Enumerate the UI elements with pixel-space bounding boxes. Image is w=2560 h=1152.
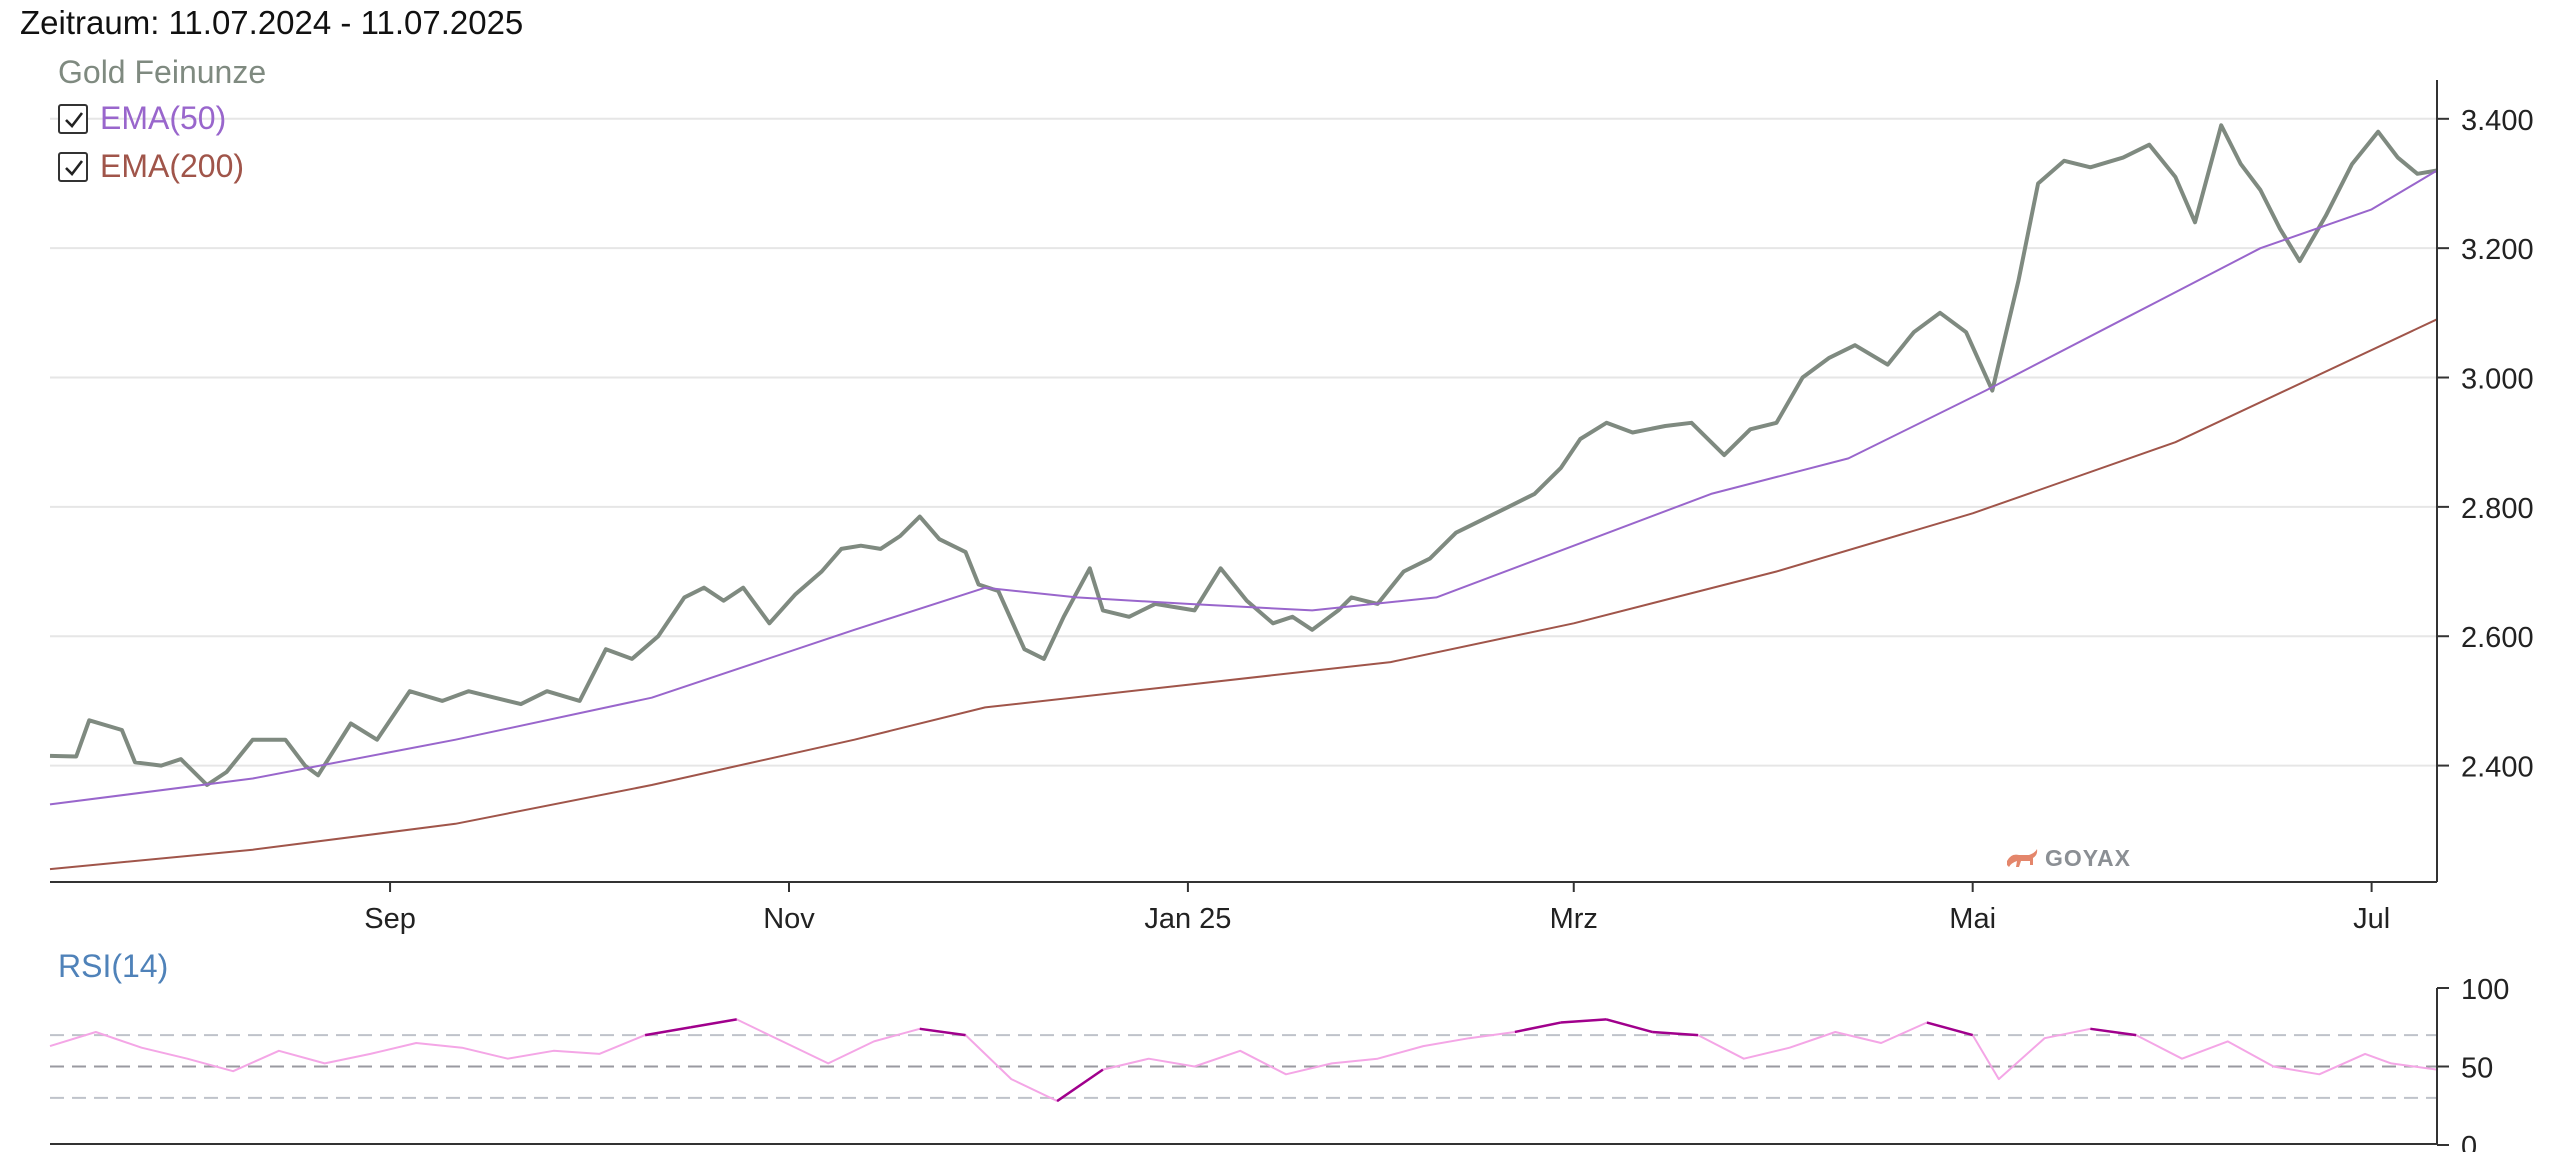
series-line-0 bbox=[49, 123, 2438, 787]
rsi-extreme-segment bbox=[1606, 1018, 1653, 1034]
rsi-line bbox=[49, 1018, 2438, 1102]
ema200-label: EMA(200) bbox=[100, 148, 245, 184]
goyax-watermark: GOYAX bbox=[2005, 845, 2131, 872]
check-icon bbox=[65, 111, 84, 128]
ema50-label: EMA(50) bbox=[100, 100, 227, 136]
x-tick-label: Mai bbox=[1949, 903, 1996, 935]
y-tick-label: 2.400 bbox=[2461, 752, 2534, 784]
series-name-label: Gold Feinunze bbox=[58, 54, 267, 90]
x-tick-label: Jan 25 bbox=[1144, 903, 1231, 935]
x-tick-label: Jul bbox=[2353, 903, 2390, 935]
rsi-y-tick-label: 100 bbox=[2461, 974, 2509, 1006]
y-tick-label: 3.200 bbox=[2461, 234, 2534, 266]
series-line-2 bbox=[49, 318, 2438, 871]
rsi-extreme-segment bbox=[919, 1027, 966, 1037]
rsi-extreme-segment bbox=[2090, 1027, 2137, 1037]
rsi-y-tick-label: 0 bbox=[2461, 1131, 2477, 1152]
x-tick-label: Nov bbox=[763, 903, 815, 935]
y-tick-label: 2.800 bbox=[2461, 493, 2534, 525]
rsi-extreme-segment bbox=[1926, 1021, 1974, 1037]
rsi-axes: 0 50 100 bbox=[50, 974, 2509, 1152]
rsi-y-tick-label: 50 bbox=[2461, 1053, 2493, 1085]
main-axes: 2.400 2.600 2.800 3.000 3.200 3.400 Sep Nov Jan … bbox=[50, 80, 2534, 935]
rsi-series bbox=[49, 1018, 2438, 1103]
check-icon bbox=[65, 159, 84, 176]
rsi-extreme-segment bbox=[1514, 1021, 1561, 1034]
rsi-extreme-segment bbox=[690, 1018, 737, 1029]
x-tick-label: Mrz bbox=[1550, 903, 1598, 935]
timerange-label: Zeitraum: 11.07.2024 - 11.07.2025 bbox=[20, 4, 524, 41]
rsi-extreme-segment bbox=[644, 1026, 692, 1037]
rsi-extreme-segment bbox=[1652, 1030, 1699, 1037]
x-tick-label: Sep bbox=[364, 903, 416, 935]
y-tick-label: 3.000 bbox=[2461, 364, 2534, 396]
series-line-1 bbox=[49, 169, 2438, 806]
ema50-checkbox[interactable] bbox=[58, 103, 88, 134]
ema200-checkbox[interactable] bbox=[58, 151, 88, 182]
main-grid bbox=[50, 117, 2437, 767]
brand-label: GOYAX bbox=[2045, 845, 2131, 871]
main-series bbox=[49, 123, 2438, 871]
legend-item-ema50[interactable]: EMA(50) bbox=[58, 100, 226, 137]
rsi-extreme-segment bbox=[1560, 1018, 1607, 1024]
rsi-extreme-segment bbox=[1056, 1068, 1104, 1103]
y-tick-label: 3.400 bbox=[2461, 105, 2534, 137]
rsi-grid bbox=[50, 1034, 2437, 1099]
rsi-title: RSI(14) bbox=[58, 948, 169, 984]
bull-icon bbox=[2007, 848, 2038, 867]
y-tick-label: 2.600 bbox=[2461, 622, 2534, 654]
legend-item-ema200[interactable]: EMA(200) bbox=[58, 148, 244, 185]
